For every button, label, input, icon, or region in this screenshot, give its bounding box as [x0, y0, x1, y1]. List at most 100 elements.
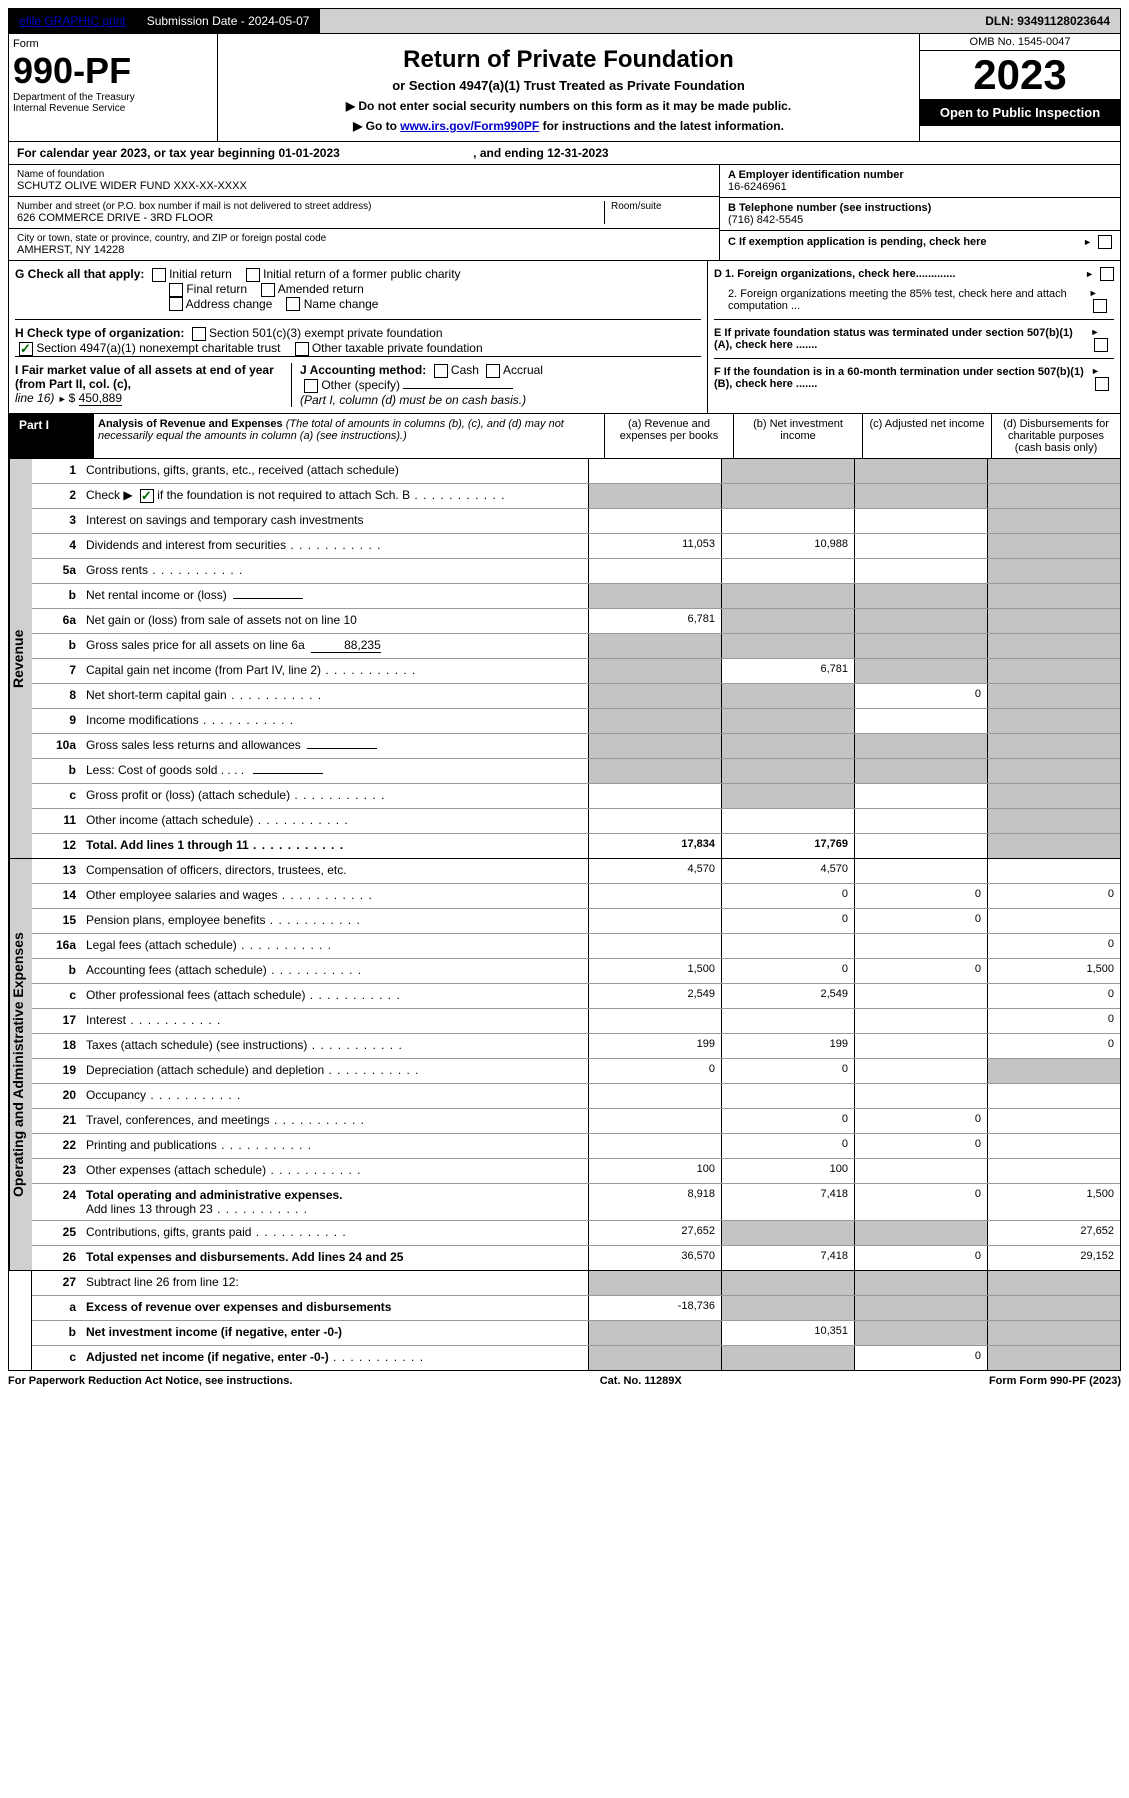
val-a: 6,781	[588, 609, 721, 633]
arrow-icon	[1089, 287, 1100, 299]
name-cell: Name of foundation SCHUTZ OLIVE WIDER FU…	[9, 165, 719, 197]
desc: Subtract line 26 from line 12:	[82, 1271, 588, 1295]
ln: 25	[32, 1221, 82, 1245]
ln: 17	[32, 1009, 82, 1033]
form-label: Form	[13, 38, 213, 50]
desc: Adjusted net income (if negative, enter …	[82, 1346, 588, 1370]
val-d	[987, 709, 1120, 733]
check-right: D 1. Foreign organizations, check here..…	[707, 261, 1120, 413]
val-b	[721, 1271, 854, 1295]
form990pf-link[interactable]: www.irs.gov/Form990PF	[400, 119, 539, 133]
other-chk[interactable]	[304, 379, 318, 393]
f-chk[interactable]	[1095, 377, 1109, 391]
ln: 13	[32, 859, 82, 883]
oae-section: Operating and Administrative Expenses 13…	[8, 859, 1121, 1271]
e: E If private foundation status was termi…	[714, 327, 1090, 351]
val-c: 0	[854, 959, 987, 983]
check-left: G Check all that apply: Initial return I…	[9, 261, 707, 413]
city: AMHERST, NY 14228	[17, 244, 711, 256]
val-a: 2,549	[588, 984, 721, 1008]
val-d: 27,652	[987, 1221, 1120, 1245]
amended-chk[interactable]	[261, 283, 275, 297]
c-checkbox[interactable]	[1098, 235, 1112, 249]
ln: b	[32, 759, 82, 783]
val-d	[987, 809, 1120, 833]
d: Other employee salaries and wages	[86, 888, 277, 902]
ln: 9	[32, 709, 82, 733]
phone-cell: B Telephone number (see instructions) (7…	[720, 198, 1120, 231]
501c3-chk[interactable]	[192, 327, 206, 341]
ln: 20	[32, 1084, 82, 1108]
val-d	[987, 734, 1120, 758]
ln: 2	[32, 484, 82, 508]
other-tax-chk[interactable]	[295, 342, 309, 356]
i-label: I Fair market value of all assets at end…	[15, 363, 274, 391]
ln: 18	[32, 1034, 82, 1058]
efile-link[interactable]: efile GRAPHIC print	[19, 14, 126, 28]
val-c	[854, 1059, 987, 1083]
room-label: Room/suite	[611, 201, 711, 212]
ln: 22	[32, 1134, 82, 1158]
blank-side	[9, 1271, 32, 1370]
schb-chk[interactable]	[140, 489, 154, 503]
subtitle: or Section 4947(a)(1) Trust Treated as P…	[226, 78, 911, 93]
desc: Other employee salaries and wages	[82, 884, 588, 908]
val-b: 7,418	[721, 1184, 854, 1220]
val-a: 36,570	[588, 1246, 721, 1270]
initial-former-chk[interactable]	[246, 268, 260, 282]
4947-chk[interactable]	[19, 342, 33, 356]
desc: Net rental income or (loss)	[82, 584, 588, 608]
val-c: 0	[854, 1184, 987, 1220]
cash-chk[interactable]	[434, 364, 448, 378]
d: Interest	[86, 1013, 126, 1027]
name-change-chk[interactable]	[286, 297, 300, 311]
desc: Total expenses and disbursements. Add li…	[82, 1246, 588, 1270]
d: Depreciation (attach schedule) and deple…	[86, 1063, 324, 1077]
d: Income modifications	[86, 713, 199, 727]
addr-change-chk[interactable]	[169, 297, 183, 311]
val-d: 0	[987, 984, 1120, 1008]
post: if the foundation is not required to att…	[154, 488, 410, 502]
val-b: 0	[721, 959, 854, 983]
ln: a	[32, 1296, 82, 1320]
val-d	[987, 1271, 1120, 1295]
j-note: (Part I, column (d) must be on cash basi…	[300, 393, 526, 407]
val-c	[854, 759, 987, 783]
ln: 6a	[32, 609, 82, 633]
val-c	[854, 1084, 987, 1108]
val-c: 0	[854, 909, 987, 933]
val-d	[987, 459, 1120, 483]
ln: 24	[32, 1184, 82, 1220]
val-a	[588, 1009, 721, 1033]
accrual-chk[interactable]	[486, 364, 500, 378]
h-row: H Check type of organization: Section 50…	[15, 319, 701, 356]
val-a: 199	[588, 1034, 721, 1058]
val-c: 0	[854, 1246, 987, 1270]
g0: Initial return	[169, 267, 232, 281]
val-b	[721, 709, 854, 733]
ij-row: I Fair market value of all assets at end…	[15, 356, 701, 407]
desc: Total. Add lines 1 through 11	[82, 834, 588, 858]
desc: Legal fees (attach schedule)	[82, 934, 588, 958]
val-a	[588, 884, 721, 908]
efile-btn[interactable]: efile GRAPHIC print	[9, 9, 137, 33]
d: Other expenses (attach schedule)	[86, 1163, 266, 1177]
ln: 10a	[32, 734, 82, 758]
arrow-icon	[58, 391, 69, 405]
ln: 14	[32, 884, 82, 908]
d1-chk[interactable]	[1100, 267, 1114, 281]
val-a	[588, 1109, 721, 1133]
h2: Other taxable private foundation	[312, 341, 483, 355]
initial-return-chk[interactable]	[152, 268, 166, 282]
val-c	[854, 834, 987, 858]
val-b	[721, 634, 854, 658]
val-a	[588, 759, 721, 783]
addr-cell: Number and street (or P.O. box number if…	[9, 197, 719, 229]
d2-chk[interactable]	[1093, 299, 1107, 313]
h-label: H Check type of organization:	[15, 326, 184, 340]
val-a	[588, 559, 721, 583]
e-chk[interactable]	[1094, 338, 1108, 352]
desc: Printing and publications	[82, 1134, 588, 1158]
val-a	[588, 1134, 721, 1158]
final-return-chk[interactable]	[169, 283, 183, 297]
